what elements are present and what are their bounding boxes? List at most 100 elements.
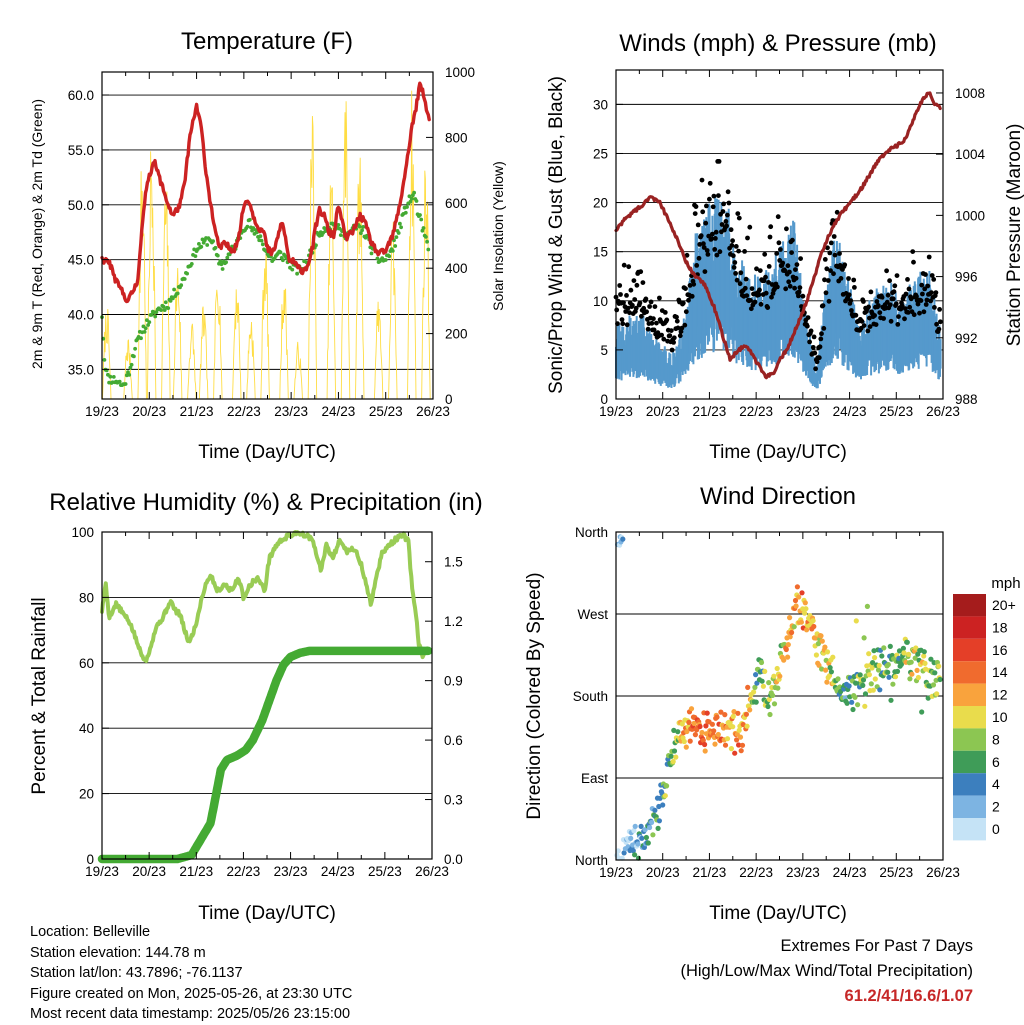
direction-point <box>656 818 663 824</box>
direction-point <box>894 668 901 675</box>
gust-point <box>766 264 772 269</box>
direction-point <box>913 645 919 651</box>
gust-point <box>866 304 871 310</box>
gust-point <box>778 247 783 252</box>
dewpoint-point <box>132 354 136 359</box>
direction-point <box>789 629 795 636</box>
gust-point <box>677 333 683 339</box>
gust-point <box>906 286 912 292</box>
gust-point <box>754 266 759 272</box>
direction-point <box>870 687 876 693</box>
gust-point <box>738 270 744 276</box>
direction-point <box>803 606 809 612</box>
gust-point <box>865 328 871 334</box>
gust-point <box>732 260 738 265</box>
gust-point <box>730 238 735 244</box>
legend-label: 0 <box>992 821 1000 837</box>
dewpoint-point <box>143 326 148 331</box>
dewpoint-point <box>419 217 424 222</box>
gust-point <box>911 312 917 318</box>
gust-point <box>717 249 723 255</box>
direction-point <box>912 655 918 661</box>
gust-point <box>756 292 762 298</box>
gust-point <box>885 292 891 298</box>
solar-spike <box>260 248 270 400</box>
gust-point <box>684 252 690 258</box>
gust-point <box>896 314 901 319</box>
dewpoint-point <box>161 304 166 309</box>
direction-point <box>777 673 783 679</box>
direction-point <box>861 635 867 641</box>
gust-point <box>905 277 910 282</box>
gust-point <box>637 300 643 306</box>
legend-swatch <box>953 683 986 706</box>
direction-point <box>737 734 744 740</box>
dewpoint-point <box>139 336 143 341</box>
gust-point <box>824 266 830 272</box>
y2-tick-label: 0.9 <box>444 674 463 689</box>
gust-point <box>696 255 702 261</box>
gust-point <box>928 298 934 304</box>
direction-point <box>668 753 674 759</box>
direction-point <box>734 737 740 743</box>
solar-spike <box>326 185 337 400</box>
direction-point <box>875 667 882 673</box>
dewpoint-point <box>147 320 152 324</box>
temperature-xlabel: Time (Day/UTC) <box>198 442 336 463</box>
gust-point <box>859 318 865 324</box>
gust-point <box>669 347 675 353</box>
gust-point <box>698 233 704 239</box>
gust-point <box>792 285 797 291</box>
dewpoint-point <box>338 233 343 238</box>
direction-point <box>712 741 718 747</box>
gust-point <box>817 344 823 350</box>
direction-point <box>819 666 825 672</box>
x-tick-label: 20/23 <box>132 864 166 879</box>
x-tick-label: 23/23 <box>274 864 308 879</box>
gust-point <box>697 242 703 247</box>
x-tick-label: 25/23 <box>879 404 913 419</box>
direction-point <box>844 700 850 706</box>
direction-gridlines <box>616 613 943 779</box>
gust-point <box>710 204 716 210</box>
dewpoint-point <box>211 239 216 244</box>
direction-point <box>739 742 746 748</box>
gust-point <box>651 316 656 322</box>
direction-point <box>652 807 658 813</box>
gust-point <box>813 366 818 372</box>
direction-point <box>799 590 805 596</box>
gust-point <box>674 318 680 324</box>
gust-point <box>774 251 780 256</box>
x-tick-label: 26/23 <box>416 404 450 419</box>
gust-point <box>903 291 909 297</box>
x-tick-label: 24/23 <box>833 865 867 880</box>
legend-label: 20+ <box>992 597 1016 613</box>
gust-point <box>891 289 897 295</box>
gust-point <box>814 359 820 365</box>
gust-point <box>867 324 873 329</box>
legend-label: 16 <box>992 642 1008 658</box>
legend-swatch <box>953 661 986 684</box>
gust-point <box>812 350 818 356</box>
gust-point <box>783 286 789 292</box>
gust-point <box>890 296 896 302</box>
dewpoint-point <box>399 225 403 230</box>
dewpoint-point <box>199 244 204 249</box>
gust-point <box>745 235 750 241</box>
direction-point <box>822 644 828 650</box>
dewpoint-point <box>166 306 171 310</box>
direction-point <box>746 703 752 709</box>
gust-point <box>634 282 640 288</box>
gust-point <box>832 252 838 258</box>
dewpoint-point <box>111 375 116 379</box>
gust-point <box>794 262 800 267</box>
dewpoint-point <box>407 194 412 199</box>
gust-point <box>838 276 844 281</box>
temperature-panel: Temperature (F) Time (Day/UTC) 2m & 9m T… <box>29 28 506 463</box>
gust-point <box>933 290 939 295</box>
dewpoint-point <box>162 308 167 312</box>
direction-point <box>735 710 741 716</box>
legend-label: 6 <box>992 754 1000 770</box>
temperature-series <box>100 81 431 304</box>
direction-point <box>747 707 753 713</box>
